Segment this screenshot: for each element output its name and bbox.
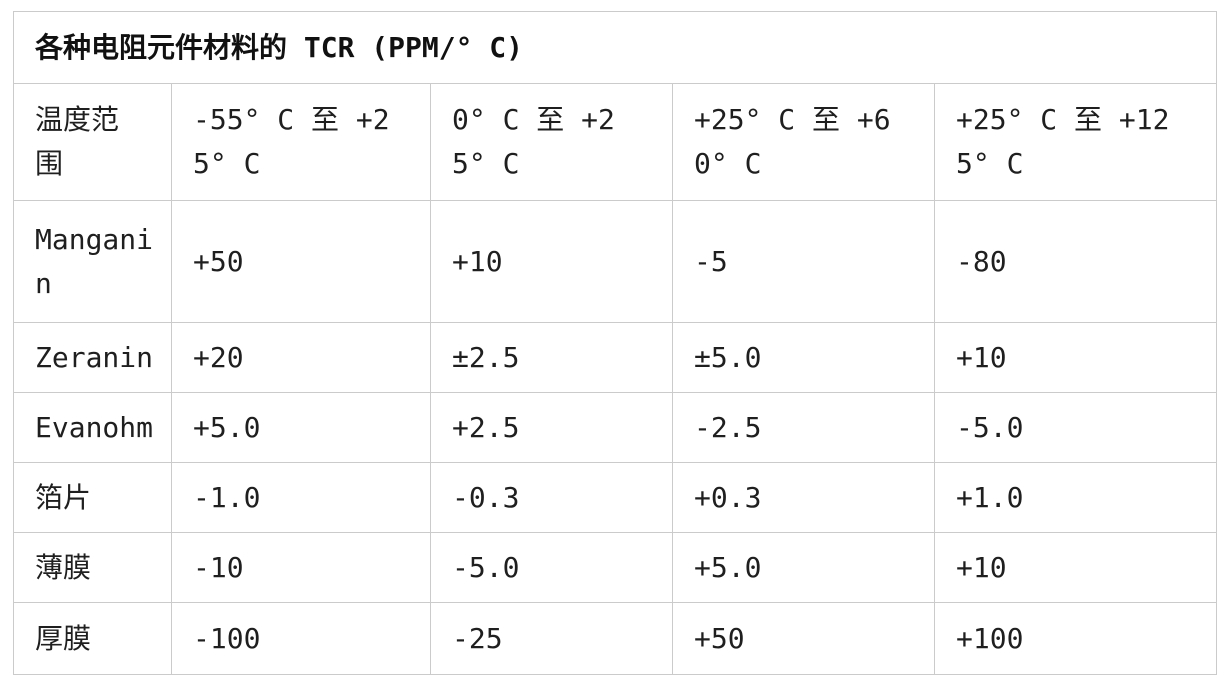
value-cell: -5.0 — [430, 532, 673, 603]
value-cell: +1.0 — [934, 462, 1217, 533]
value-cell: -5.0 — [934, 392, 1217, 463]
value-cell: +10 — [934, 532, 1217, 603]
header-range-25-to-125: +25° C 至 +12 5° C — [934, 83, 1217, 201]
value-cell: -25 — [430, 602, 673, 675]
value-cell: -100 — [171, 602, 431, 675]
title-row: 各种电阻元件材料的 TCR (PPM/° C) — [13, 11, 1217, 84]
value-cell: +5.0 — [672, 532, 935, 603]
table-title: 各种电阻元件材料的 TCR (PPM/° C) — [13, 11, 1217, 84]
value-cell: ±2.5 — [430, 322, 673, 393]
header-temp-range: 温度范 围 — [13, 83, 172, 201]
material-cell: 箔片 — [13, 462, 172, 533]
value-cell: +5.0 — [171, 392, 431, 463]
material-cell: Zeranin — [13, 322, 172, 393]
table-row-zeranin: Zeranin +20 ±2.5 ±5.0 +10 — [13, 322, 1217, 393]
value-cell: +10 — [934, 322, 1217, 393]
value-cell: -2.5 — [672, 392, 935, 463]
value-cell: -1.0 — [171, 462, 431, 533]
table-row-thin-film: 薄膜 -10 -5.0 +5.0 +10 — [13, 532, 1217, 603]
value-cell: +100 — [934, 602, 1217, 675]
tcr-table: 各种电阻元件材料的 TCR (PPM/° C) 温度范 围 -55° C 至 +… — [13, 11, 1217, 675]
material-cell: 厚膜 — [13, 602, 172, 675]
header-range-0-to-25: 0° C 至 +2 5° C — [430, 83, 673, 201]
material-cell: Evanohm — [13, 392, 172, 463]
material-cell: 薄膜 — [13, 532, 172, 603]
material-cell: Mangani n — [13, 200, 172, 323]
value-cell: -0.3 — [430, 462, 673, 533]
table-row-evanohm: Evanohm +5.0 +2.5 -2.5 -5.0 — [13, 392, 1217, 463]
table-row-thick-film: 厚膜 -100 -25 +50 +100 — [13, 602, 1217, 675]
header-range-25-to-60: +25° C 至 +6 0° C — [672, 83, 935, 201]
header-range-minus55-to-25: -55° C 至 +2 5° C — [171, 83, 431, 201]
value-cell: -80 — [934, 200, 1217, 323]
table-row-foil: 箔片 -1.0 -0.3 +0.3 +1.0 — [13, 462, 1217, 533]
value-cell: +10 — [430, 200, 673, 323]
header-row: 温度范 围 -55° C 至 +2 5° C 0° C 至 +2 5° C +2… — [13, 83, 1217, 201]
value-cell: +50 — [672, 602, 935, 675]
table-row-manganin: Mangani n +50 +10 -5 -80 — [13, 200, 1217, 323]
value-cell: ±5.0 — [672, 322, 935, 393]
value-cell: +2.5 — [430, 392, 673, 463]
value-cell: +50 — [171, 200, 431, 323]
value-cell: +0.3 — [672, 462, 935, 533]
value-cell: -5 — [672, 200, 935, 323]
value-cell: +20 — [171, 322, 431, 393]
value-cell: -10 — [171, 532, 431, 603]
tcr-table-container: 各种电阻元件材料的 TCR (PPM/° C) 温度范 围 -55° C 至 +… — [13, 11, 1217, 675]
